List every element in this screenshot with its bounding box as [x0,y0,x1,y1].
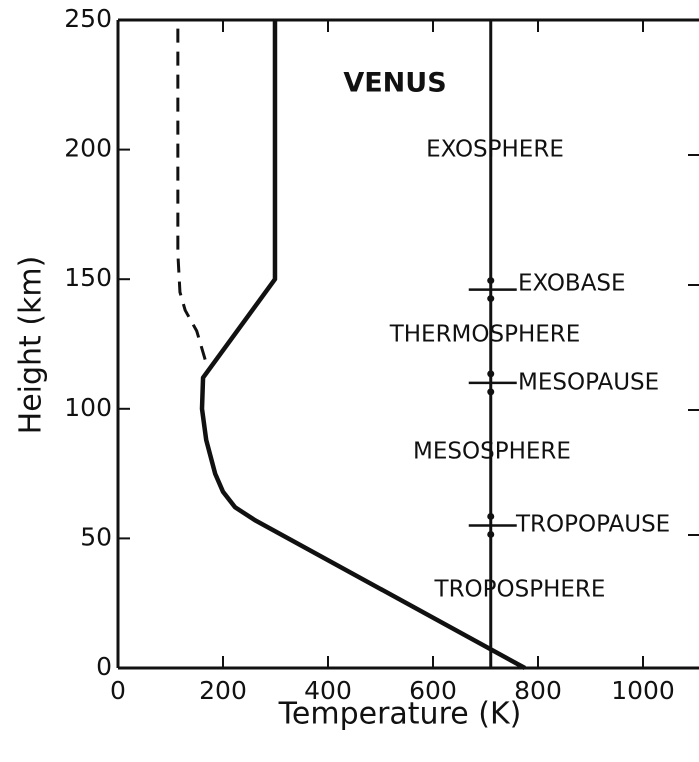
annotation: THERMOSPHERE [389,322,581,348]
y-axis-label: Height (km) [14,256,49,435]
x-tick-label: 0 [110,676,126,705]
x-tick-label: 600 [409,676,457,705]
y-tick-label: 100 [64,393,112,422]
boundary-dot [487,388,495,396]
y-tick-label: 50 [80,522,112,551]
chart-title: VENUS [343,68,446,99]
annotation: TROPOSPHERE [434,577,606,603]
annotation: MESOSPHERE [413,439,571,465]
x-tick-label: 1000 [611,676,675,705]
line-series [176,20,207,360]
boundary-dot [487,530,495,538]
annotation: TROPOPAUSE [515,512,670,538]
annotation: MESOPAUSE [518,370,659,396]
y-tick-label: 0 [96,652,112,681]
y-tick-label: 250 [64,4,112,33]
right-ticks [688,154,699,536]
boundary-dot [487,295,495,303]
boundary-dot [487,512,495,520]
x-axis-label: Temperature (K) [278,697,522,732]
x-tick-label: 800 [514,676,562,705]
line-series [199,20,526,670]
y-tick-label: 150 [64,263,112,292]
x-tick-label: 200 [199,676,247,705]
y-tick-label: 200 [64,134,112,163]
annotation: EXOBASE [518,271,626,297]
boundary-dot [487,277,495,285]
boundary-dot [487,370,495,378]
annotation: EXOSPHERE [426,137,564,163]
x-tick-label: 400 [304,676,352,705]
